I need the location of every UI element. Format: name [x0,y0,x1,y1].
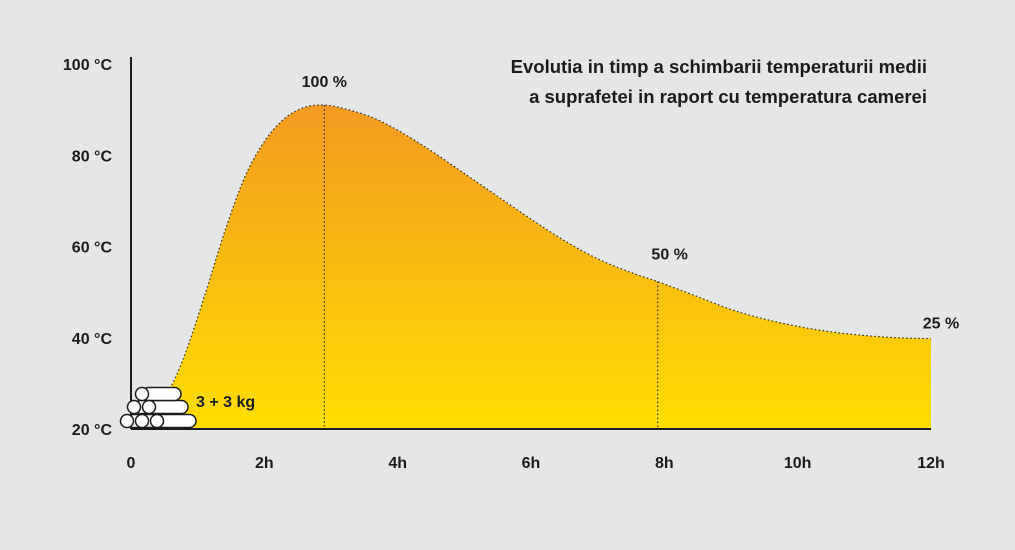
y-tick-label: 20 °C [72,422,113,439]
x-tick-label: 0 [127,455,136,472]
marker-label: 50 % [651,247,687,264]
log-end [134,386,150,402]
x-tick-label: 6h [522,455,541,472]
log-end [149,413,165,429]
area-fill [144,104,932,429]
log-end [134,413,150,429]
y-tick-label: 100 °C [63,57,113,74]
marker-label: 25 % [923,316,959,333]
log-end [141,399,157,415]
chart-title-line-1: Evolutia in timp a schimbarii temperatur… [510,56,927,77]
x-tick-label: 2h [255,455,274,472]
log-end [119,413,135,429]
y-tick-label: 60 °C [72,240,113,257]
y-tick-label: 40 °C [72,331,113,348]
marker-label: 100 % [302,74,347,91]
weight-annotation: 3 + 3 kg [196,394,255,411]
chart-title-line-2: a suprafetei in raport cu temperatura ca… [529,86,927,107]
x-tick-label: 12h [917,455,945,472]
log-end [126,399,142,415]
x-tick-label: 10h [784,455,812,472]
logs-icon [119,386,197,429]
x-tick-label: 4h [388,455,407,472]
x-tick-label: 8h [655,455,674,472]
series-line [143,104,932,425]
chart-title: Evolutia in timp a schimbarii temperatur… [511,52,927,112]
y-tick-label: 80 °C [72,148,113,165]
